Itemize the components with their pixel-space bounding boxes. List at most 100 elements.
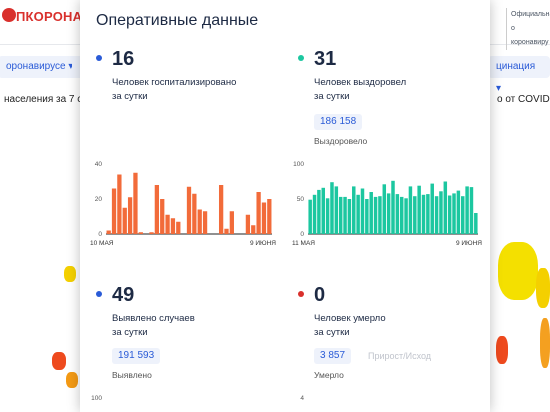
map-region[interactable] — [536, 268, 550, 308]
bar[interactable] — [439, 191, 443, 234]
bar[interactable] — [133, 172, 138, 234]
bar[interactable] — [312, 194, 317, 234]
recovered-bar-chart[interactable]: 100 50 0 11 МАЯ 9 ИЮНЯ — [290, 158, 484, 248]
stat-caption-line: за сутки — [314, 327, 350, 338]
bar[interactable] — [256, 192, 261, 234]
bar[interactable] — [373, 196, 378, 234]
bar[interactable] — [386, 193, 391, 234]
bar[interactable] — [404, 198, 408, 234]
stat-caption-line: Человек госпитализировано — [112, 77, 237, 88]
map-region[interactable] — [66, 372, 78, 388]
y-tick-label: 20 — [95, 196, 103, 203]
bar[interactable] — [413, 196, 417, 234]
bar[interactable] — [347, 199, 352, 234]
bar[interactable] — [382, 184, 387, 234]
map-region[interactable] — [64, 266, 76, 282]
bar[interactable] — [176, 221, 181, 234]
increase-outcome-toggle[interactable]: Прирост/Исход — [368, 351, 432, 361]
bar[interactable] — [154, 185, 160, 234]
bar[interactable] — [170, 218, 176, 234]
bar[interactable] — [378, 196, 382, 234]
bar[interactable] — [360, 188, 365, 235]
nav-vaccination[interactable]: цинация ▾ — [488, 56, 550, 94]
bar[interactable] — [430, 183, 434, 234]
bar[interactable] — [251, 225, 256, 234]
site-logo[interactable]: ПКОРОНАВИ — [16, 9, 102, 24]
bar[interactable] — [224, 228, 229, 234]
bar[interactable] — [452, 193, 456, 234]
stat-value: 49 — [112, 284, 135, 306]
bar[interactable] — [356, 194, 360, 234]
bar[interactable] — [426, 194, 430, 234]
bar[interactable] — [465, 186, 469, 234]
bar[interactable] — [330, 182, 334, 234]
bar[interactable] — [461, 196, 465, 234]
stat-caption-line: за сутки — [112, 91, 148, 102]
bar[interactable] — [321, 187, 325, 234]
y-tick-label: 0 — [300, 231, 304, 238]
stat-value: 0 — [314, 284, 326, 306]
bar[interactable] — [317, 189, 321, 234]
map-region[interactable] — [496, 336, 508, 364]
map-region[interactable] — [498, 242, 538, 300]
stat-hospitalized: 16 Человек госпитализировано за сутки — [96, 48, 276, 108]
bar[interactable] — [343, 196, 347, 234]
bar[interactable] — [395, 194, 400, 234]
bar[interactable] — [334, 186, 339, 234]
map-region[interactable] — [52, 352, 66, 370]
stat-dot-icon — [298, 55, 304, 61]
bar[interactable] — [365, 199, 369, 234]
hospitalized-bar-chart[interactable]: 40 20 0 10 МАЯ 9 ИЮНЯ — [88, 158, 278, 248]
bar[interactable] — [117, 174, 122, 235]
bar[interactable] — [229, 211, 234, 234]
bar[interactable] — [474, 213, 478, 234]
bar[interactable] — [308, 199, 312, 234]
x-end-label: 9 ИЮНЯ — [456, 240, 482, 247]
bar[interactable] — [434, 196, 439, 234]
bar[interactable] — [218, 185, 224, 234]
bar[interactable] — [325, 198, 330, 234]
bar[interactable] — [149, 232, 154, 234]
detected-bar-chart[interactable]: 100 — [88, 390, 278, 412]
bar[interactable] — [106, 230, 111, 235]
bar[interactable] — [417, 185, 421, 234]
bar[interactable] — [197, 209, 202, 235]
bar[interactable] — [122, 207, 127, 234]
bar[interactable] — [447, 195, 452, 235]
bar[interactable] — [338, 196, 343, 234]
total-caption: Выздоровело — [314, 136, 368, 146]
bar[interactable] — [186, 186, 192, 234]
bar[interactable] — [261, 202, 267, 235]
deaths-bar-chart[interactable]: 4 — [290, 390, 484, 412]
bar[interactable] — [391, 180, 395, 234]
bar[interactable] — [443, 181, 448, 235]
bar[interactable] — [408, 186, 413, 234]
x-start-label: 10 МАЯ — [90, 240, 114, 247]
bar[interactable] — [111, 188, 117, 235]
bar[interactable] — [160, 199, 165, 234]
bar[interactable] — [352, 186, 356, 234]
stat-dot-icon — [298, 291, 304, 297]
bar[interactable] — [369, 192, 373, 234]
logo-icon — [2, 8, 16, 22]
bar[interactable] — [138, 232, 143, 234]
stat-caption-line: Человек выздоровел — [314, 77, 407, 88]
bar[interactable] — [267, 199, 272, 234]
bar[interactable] — [469, 187, 474, 234]
stat-value: 16 — [112, 48, 135, 70]
stat-caption: Человек умерло за сутки — [314, 312, 386, 340]
bar[interactable] — [245, 214, 251, 234]
bar[interactable] — [127, 197, 133, 234]
bar[interactable] — [399, 196, 404, 234]
bar[interactable] — [192, 193, 197, 234]
y-tick-label: 4 — [300, 395, 304, 402]
nav-about-coronavirus[interactable]: оронавирусе ▾ — [0, 56, 82, 78]
map-region[interactable] — [540, 318, 550, 368]
bar[interactable] — [202, 211, 208, 234]
bar[interactable] — [165, 214, 170, 234]
bar[interactable] — [456, 190, 461, 234]
stat-caption: Выявлено случаев за сутки — [112, 312, 195, 340]
background-text-right: о от COVID-19 — [497, 94, 550, 105]
bar[interactable] — [421, 194, 426, 234]
total-badge: 191 593 — [112, 348, 161, 364]
